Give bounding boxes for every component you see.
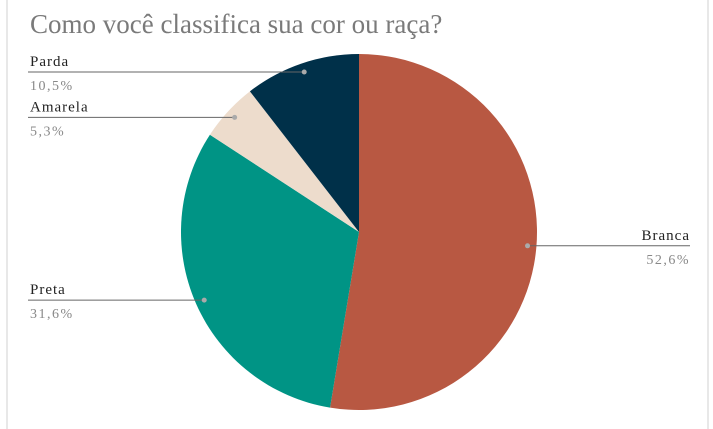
pie-slice	[180, 134, 359, 408]
leader-dot	[301, 69, 307, 75]
slice-value: 31,6%	[30, 307, 74, 322]
slice-label: Preta	[30, 282, 66, 298]
pie-slice	[209, 91, 359, 232]
pie-slice	[249, 54, 359, 232]
chart-title: Como você classifica sua cor ou raça?	[30, 9, 442, 39]
leader-dot	[525, 243, 531, 249]
leader-dot	[201, 297, 207, 303]
slice-value: 52,6%	[646, 253, 690, 268]
slice-value: 10,5%	[30, 79, 74, 94]
slice-value: 5,3%	[30, 124, 65, 139]
slice-label: Parda	[30, 54, 69, 70]
slice-label: Branca	[642, 228, 690, 244]
pie-slice	[330, 54, 538, 411]
slice-label: Amarela	[30, 99, 89, 115]
leader-dot	[232, 114, 238, 120]
